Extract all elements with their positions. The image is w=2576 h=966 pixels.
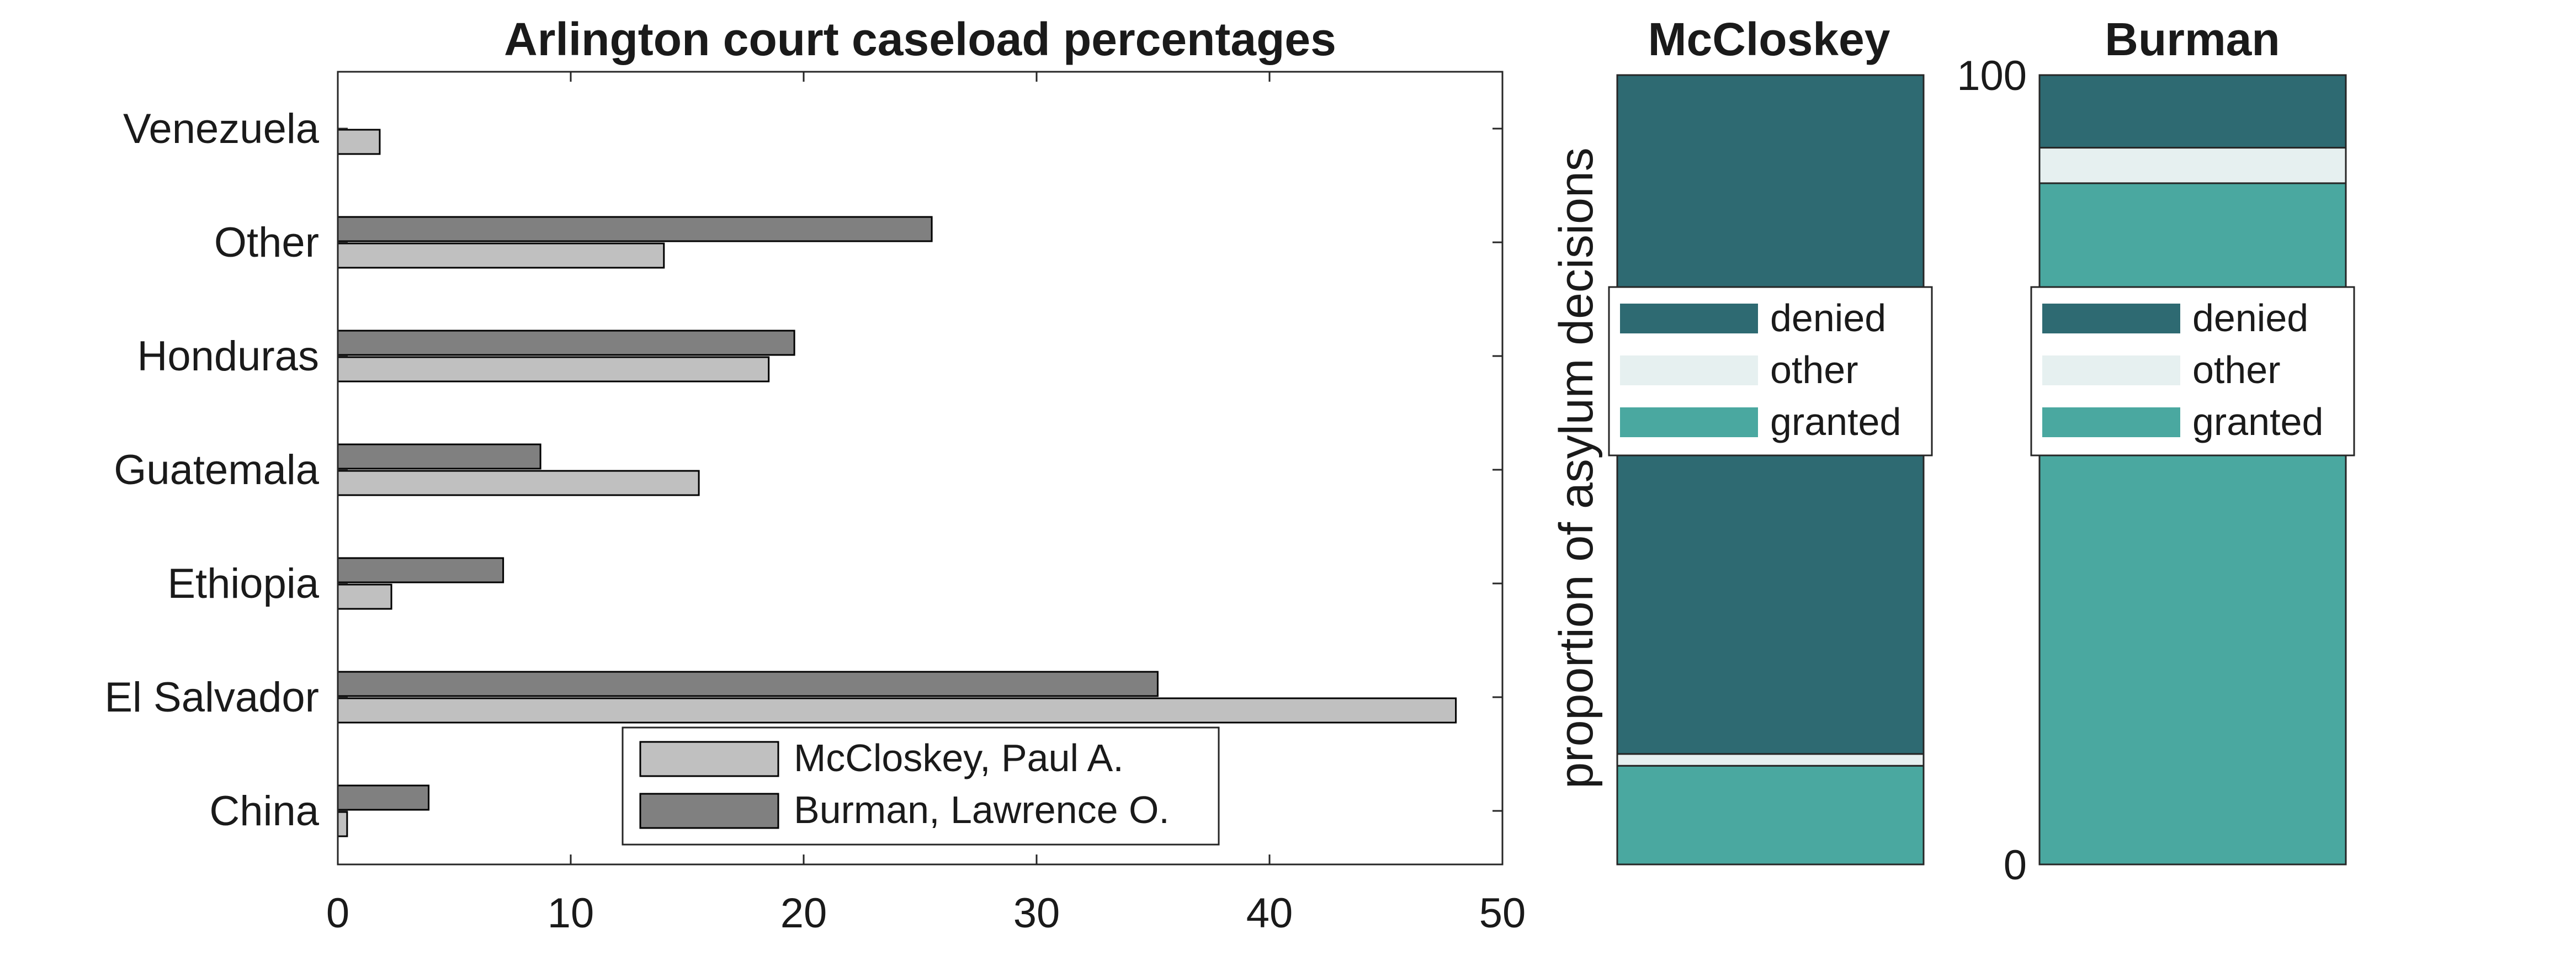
y-axis-label: proportion of asylum decisions bbox=[1550, 147, 1603, 789]
category-label: Guatemala bbox=[114, 447, 319, 493]
mccloskey-title: McCloskey bbox=[1648, 13, 1890, 65]
legend-label: other bbox=[2192, 348, 2281, 391]
bar-burman bbox=[337, 443, 541, 470]
x-tick-label: 10 bbox=[548, 890, 594, 937]
stack-segment-granted bbox=[2038, 182, 2347, 866]
bar-mccloskey bbox=[337, 470, 700, 496]
left-chart-title: Arlington court caseload percentages bbox=[504, 13, 1336, 65]
bar-burman bbox=[337, 671, 1159, 697]
bar-burman bbox=[337, 557, 504, 583]
burman-frame bbox=[2038, 74, 2347, 866]
legend-swatch bbox=[1620, 355, 1758, 385]
bar-mccloskey bbox=[337, 129, 381, 155]
legend-label: denied bbox=[1770, 296, 1886, 339]
legend-swatch bbox=[1620, 304, 1758, 333]
category-label: China bbox=[209, 788, 319, 835]
category-label: Honduras bbox=[137, 333, 319, 380]
left-plot-frame bbox=[337, 71, 1504, 866]
burman-title: Burman bbox=[2105, 13, 2280, 65]
bar-burman bbox=[337, 784, 430, 811]
legend-swatch bbox=[2042, 355, 2180, 385]
stack-segment-other bbox=[2038, 147, 2347, 184]
y-tick-label: 100 bbox=[1957, 52, 2027, 99]
legend-label: granted bbox=[2192, 400, 2323, 443]
category-label: Other bbox=[214, 219, 319, 266]
legend-swatch bbox=[1620, 407, 1758, 437]
bar-mccloskey bbox=[337, 697, 1457, 724]
stack-segment-granted bbox=[1616, 765, 1925, 866]
x-tick-label: 30 bbox=[1013, 890, 1060, 937]
mccloskey-stacked-chart: McCloskey proportion of asylum decisions… bbox=[1550, 13, 1933, 866]
stack-segment-other bbox=[1616, 753, 1925, 767]
burman-legend: denied other granted bbox=[2030, 286, 2355, 457]
category-label: El Salvador bbox=[104, 674, 319, 721]
bar-mccloskey bbox=[337, 356, 770, 383]
legend-swatch bbox=[639, 793, 779, 829]
bar-burman bbox=[337, 330, 795, 356]
mccloskey-legend: denied other granted bbox=[1608, 286, 1933, 457]
caseload-bar-chart: Arlington court caseload percentages Ven… bbox=[104, 13, 1526, 937]
left-legend: McCloskey, Paul A. Burman, Lawrence O. bbox=[622, 726, 1220, 846]
burman-stacked-chart: Burman 0 100 denied other granted bbox=[1957, 13, 2355, 889]
legend-swatch bbox=[2042, 407, 2180, 437]
mccloskey-frame bbox=[1616, 74, 1925, 866]
stack-segment-denied bbox=[2038, 74, 2347, 149]
x-tick-label: 20 bbox=[780, 890, 827, 937]
legend-label: denied bbox=[2192, 296, 2308, 339]
x-tick-label: 50 bbox=[1479, 890, 1526, 937]
legend-label: other bbox=[1770, 348, 1858, 391]
bar-burman bbox=[337, 216, 933, 242]
legend-label: granted bbox=[1770, 400, 1901, 443]
bar-mccloskey bbox=[337, 242, 665, 269]
legend-label: Burman, Lawrence O. bbox=[794, 788, 1170, 831]
y-tick-label: 0 bbox=[2004, 842, 2027, 889]
legend-swatch bbox=[639, 741, 779, 777]
legend-swatch bbox=[2042, 304, 2180, 333]
bar-mccloskey bbox=[337, 811, 348, 837]
category-label: Ethiopia bbox=[167, 560, 319, 607]
x-tick-label: 40 bbox=[1246, 890, 1293, 937]
x-tick-label: 0 bbox=[326, 890, 349, 937]
bar-mccloskey bbox=[337, 583, 392, 610]
legend-label: McCloskey, Paul A. bbox=[794, 736, 1124, 779]
category-label: Venezuela bbox=[123, 105, 320, 152]
